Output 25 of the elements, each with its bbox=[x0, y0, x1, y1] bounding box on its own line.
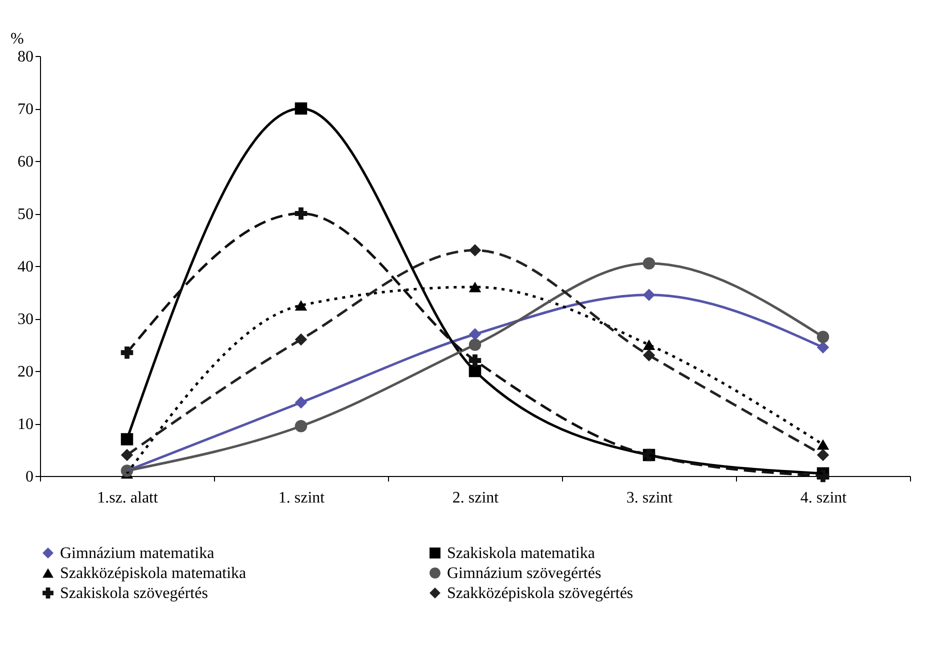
y-tick-label: 10 bbox=[18, 416, 34, 433]
x-tick-label: 2. szint bbox=[452, 490, 500, 506]
legend-label: Szakiskola szövegértés bbox=[60, 585, 208, 602]
y-tick-label: 30 bbox=[18, 311, 34, 328]
y-tick-label: 40 bbox=[18, 258, 34, 276]
y-tick-label: 0 bbox=[26, 468, 34, 486]
legend-label: Gimnázium szövegértés bbox=[447, 565, 602, 582]
x-tick-label: 1.sz. alatt bbox=[97, 490, 158, 506]
y-tick-label: 50 bbox=[18, 206, 34, 223]
x-tick-label: 4. szint bbox=[800, 490, 848, 506]
point bbox=[816, 439, 830, 450]
legend-label: Szakközépiskola szövegértés bbox=[447, 585, 634, 602]
y-tick-label: 70 bbox=[18, 101, 34, 118]
y-tick-label: 20 bbox=[18, 364, 34, 380]
point bbox=[294, 300, 308, 311]
x-tick-label: 3. szint bbox=[626, 490, 674, 506]
point bbox=[816, 448, 830, 462]
point bbox=[468, 282, 482, 292]
y-axis-title: % bbox=[10, 30, 24, 48]
y-tick-label: 80 bbox=[18, 48, 34, 66]
x-tick-label: 1. szint bbox=[278, 490, 326, 506]
y-tick-label: 60 bbox=[18, 154, 34, 170]
legend-label: Szakközépiskola matematika bbox=[60, 565, 246, 582]
legend-label: Szakiskola matematika bbox=[447, 545, 595, 562]
legend-label: Gimnázium matematika bbox=[60, 545, 214, 562]
